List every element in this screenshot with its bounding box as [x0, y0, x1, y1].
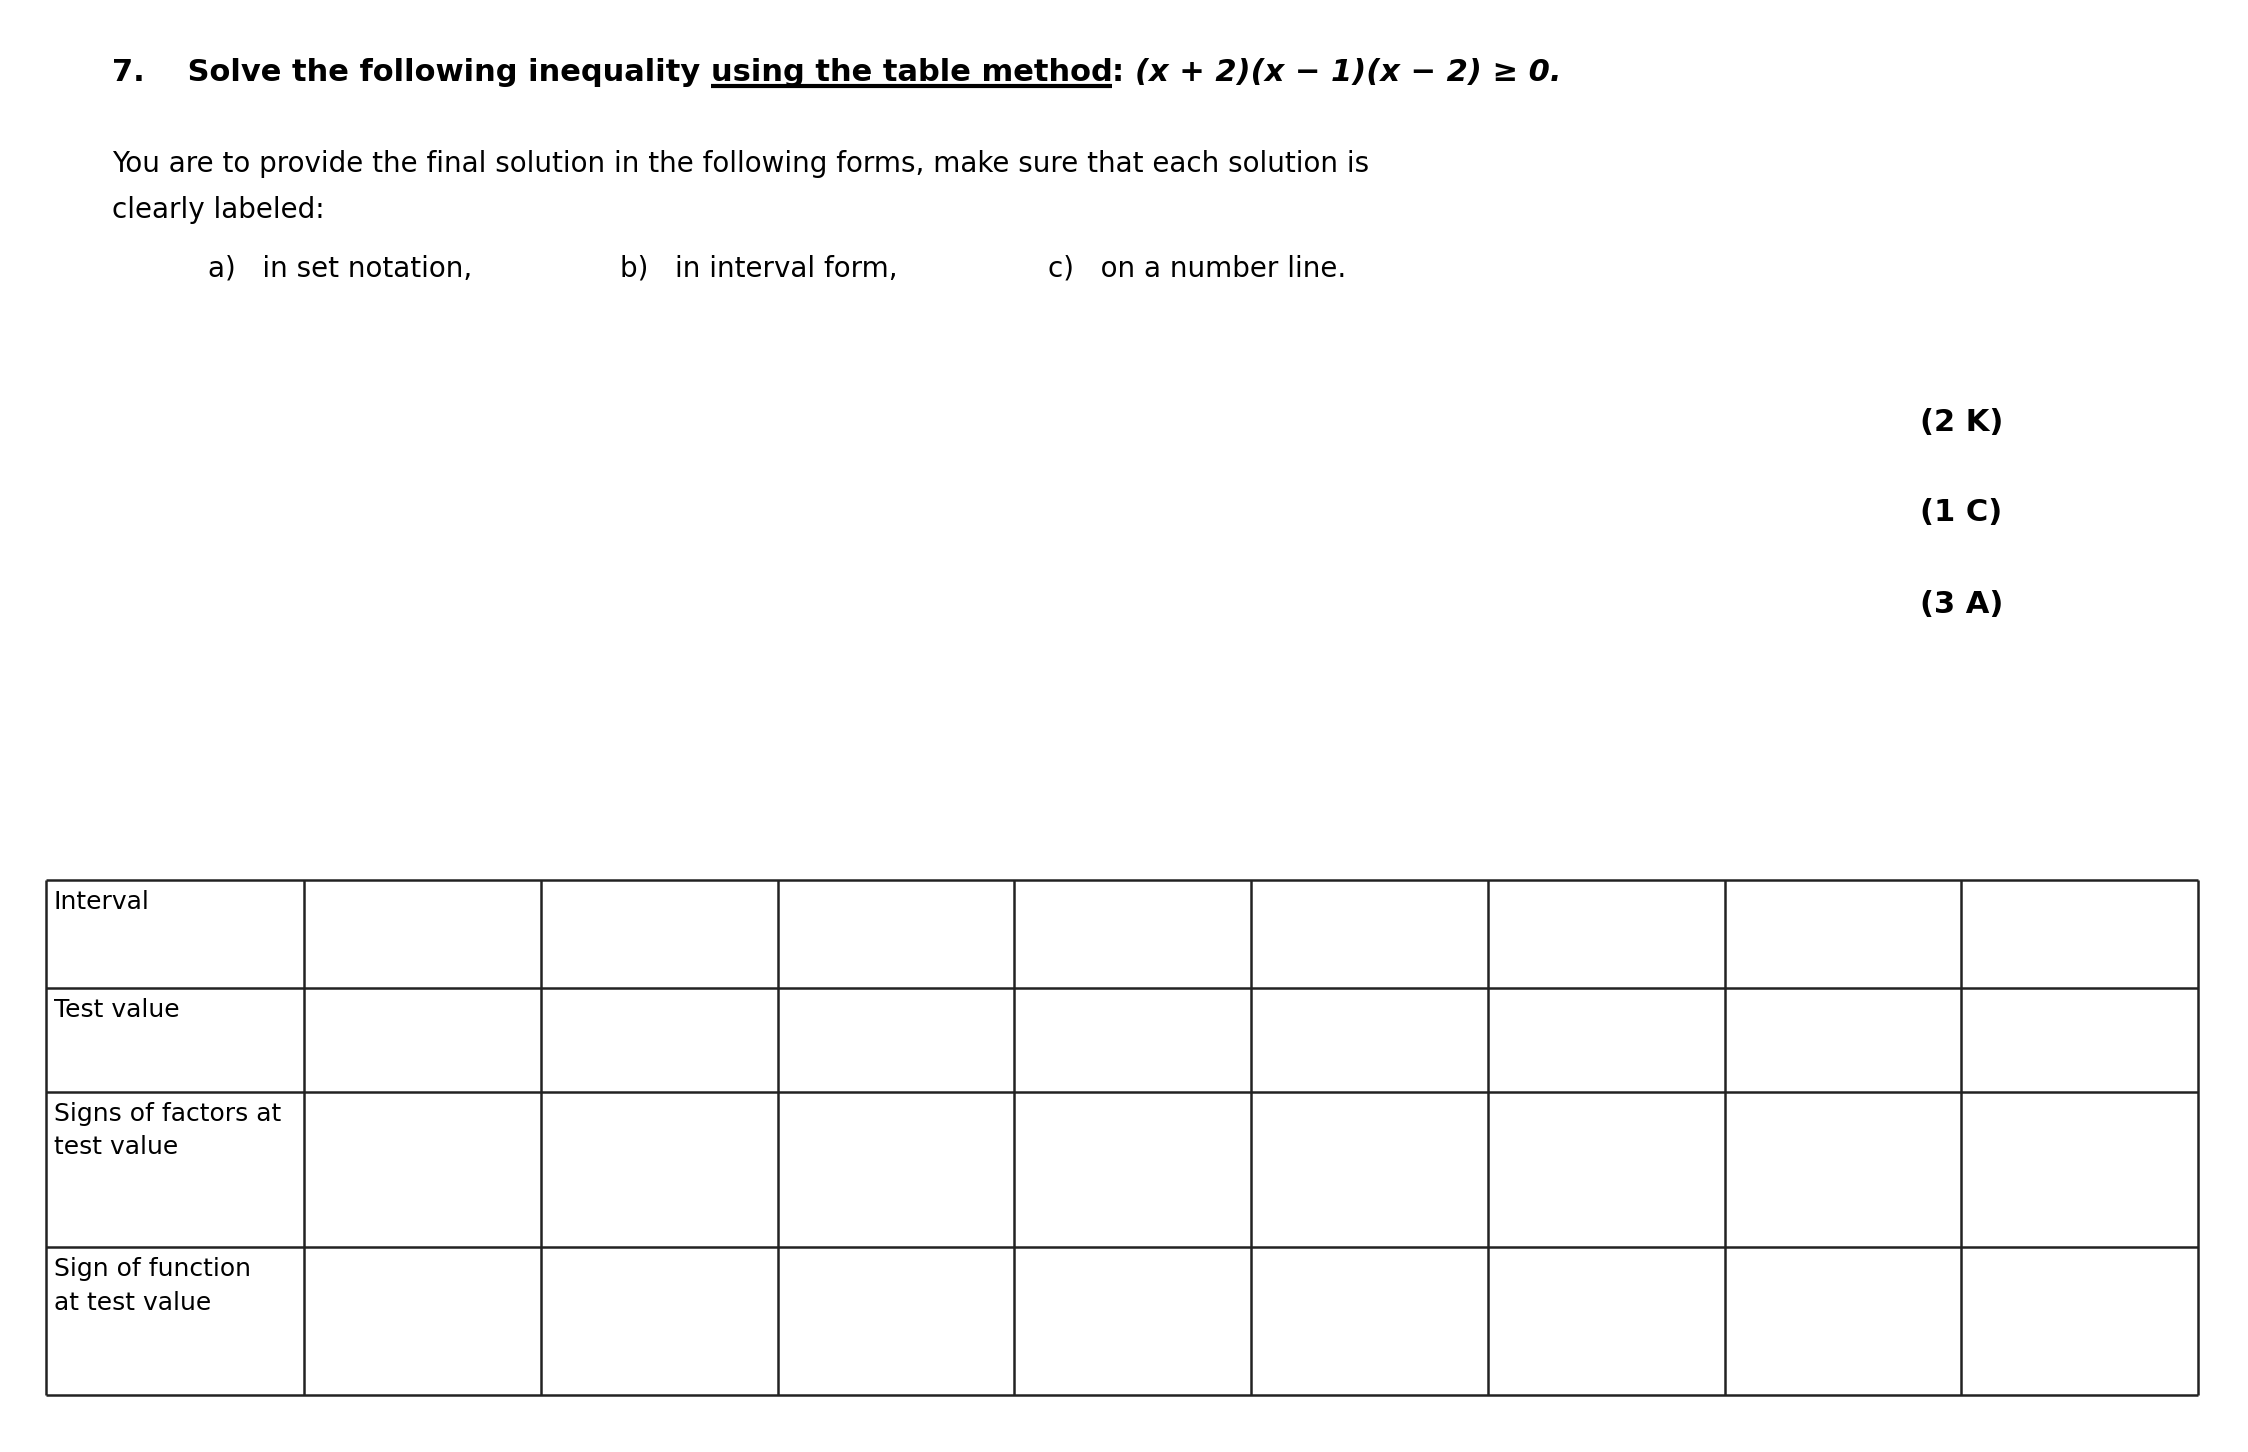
Text: (1 C): (1 C): [1920, 498, 2003, 527]
Text: (3 A): (3 A): [1920, 590, 2003, 619]
Text: Test value: Test value: [54, 998, 180, 1022]
Text: Solve the following inequality: Solve the following inequality: [144, 58, 710, 87]
Text: You are to provide the final solution in the following forms, make sure that eac: You are to provide the final solution in…: [112, 150, 1369, 179]
Text: a)   in set notation,: a) in set notation,: [209, 256, 472, 283]
Text: using the table method: using the table method: [710, 58, 1113, 87]
Text: 7.: 7.: [112, 58, 144, 87]
Text: Signs of factors at
test value: Signs of factors at test value: [54, 1102, 281, 1160]
Text: Sign of function
at test value: Sign of function at test value: [54, 1257, 252, 1314]
Text: Interval: Interval: [54, 890, 151, 913]
Text: :: :: [1113, 58, 1135, 87]
Text: clearly labeled:: clearly labeled:: [112, 196, 324, 224]
Text: b)   in interval form,: b) in interval form,: [620, 256, 897, 283]
Text: (x + 2)(x − 1)(x − 2) ≥ 0.: (x + 2)(x − 1)(x − 2) ≥ 0.: [1135, 58, 1562, 87]
Text: c)   on a number line.: c) on a number line.: [1048, 256, 1347, 283]
Text: (2 K): (2 K): [1920, 408, 2003, 437]
